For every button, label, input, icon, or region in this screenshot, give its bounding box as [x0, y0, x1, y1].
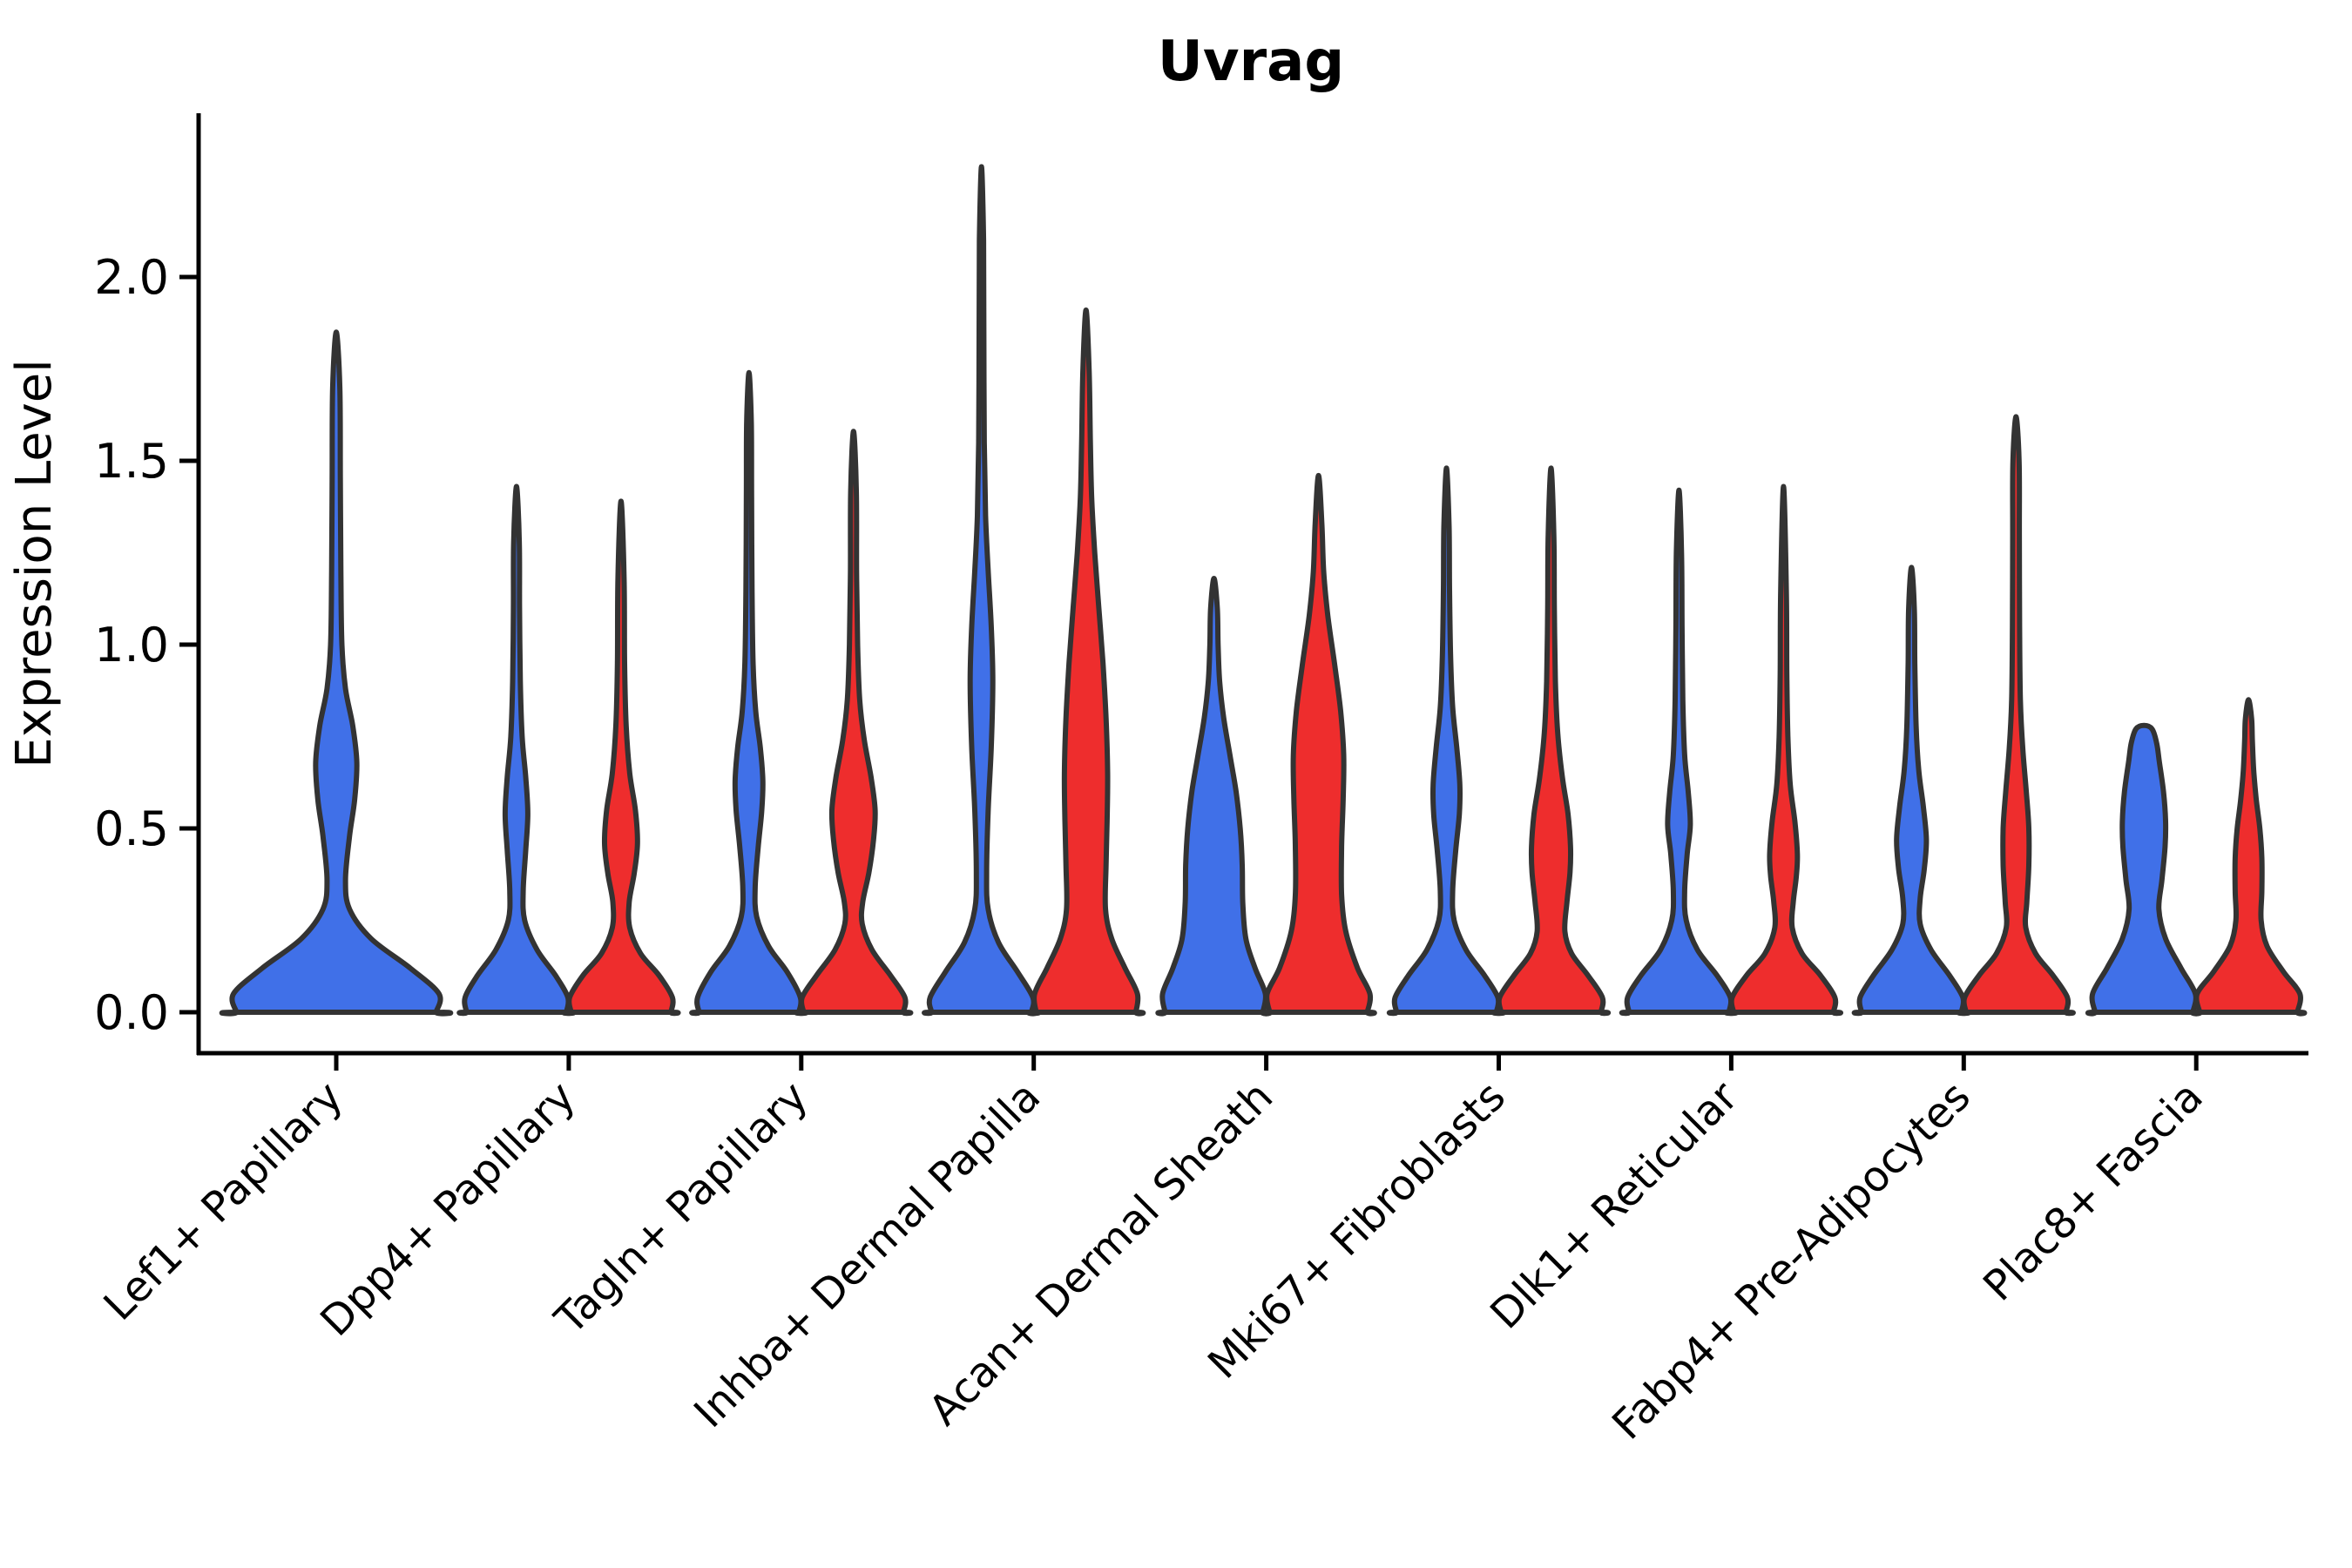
- y-tick-label: 0.5: [94, 801, 169, 856]
- violins-layer: [219, 164, 2308, 1017]
- y-axis-label: Expression Level: [6, 359, 63, 768]
- violin-blue-5: [1155, 576, 1273, 1017]
- y-tick-label: 1.5: [94, 434, 169, 489]
- violin-red-2: [561, 498, 681, 1017]
- violin-blue-7: [1619, 487, 1739, 1017]
- violin-red-6: [1490, 465, 1612, 1017]
- y-ticks: 0.0 0.5 1.0 1.5 2.0: [94, 250, 199, 1040]
- violin-blue-1: [219, 329, 454, 1017]
- violin-blue-9: [2085, 722, 2203, 1017]
- x-tick-label: Dpp4+ Papillary: [311, 1072, 585, 1346]
- violin-red-8: [1956, 414, 2076, 1017]
- violin-red-4: [1026, 308, 1146, 1017]
- violin-blue-2: [456, 483, 577, 1017]
- violin-red-9: [2190, 697, 2308, 1017]
- x-tick-label: Dlk1+ Reticular: [1481, 1072, 1747, 1339]
- violin-blue-3: [689, 369, 809, 1017]
- violin-red-3: [794, 429, 914, 1017]
- y-tick-label: 0.0: [94, 985, 169, 1040]
- chart-title: Uvrag: [1158, 30, 1344, 94]
- violin-blue-8: [1851, 564, 1971, 1017]
- y-tick-label: 1.0: [94, 618, 169, 672]
- violin-blue-4: [922, 164, 1042, 1017]
- x-tick-label: Tagln+ Papillary: [545, 1072, 817, 1344]
- x-tick-label: Plac8+ Fascia: [1974, 1072, 2213, 1311]
- violin-red-7: [1723, 483, 1843, 1017]
- y-tick-label: 2.0: [94, 250, 169, 305]
- x-tick-label: Lef1+ Papillary: [95, 1072, 353, 1330]
- violin-blue-6: [1386, 465, 1507, 1017]
- violin-red-5: [1260, 472, 1377, 1017]
